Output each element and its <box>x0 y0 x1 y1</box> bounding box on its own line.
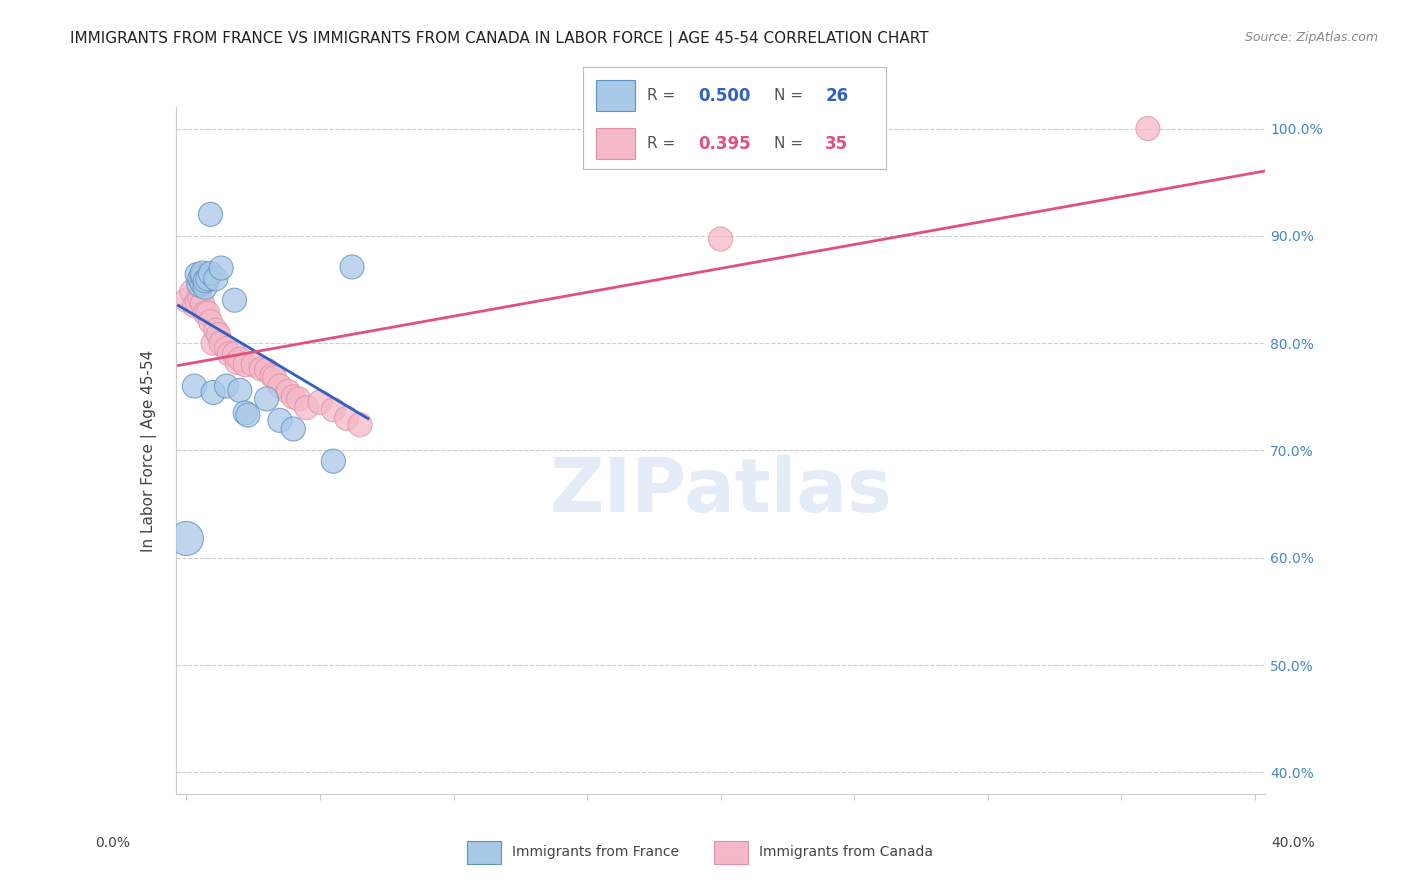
Point <box>194 306 217 320</box>
Text: R =: R = <box>647 136 675 152</box>
Point <box>269 379 291 393</box>
Point <box>295 401 318 415</box>
Text: 0.395: 0.395 <box>699 135 751 153</box>
Point <box>269 413 291 427</box>
Point <box>186 295 208 310</box>
Point <box>263 370 285 384</box>
Point <box>277 384 299 399</box>
Point <box>226 355 249 369</box>
Text: Source: ZipAtlas.com: Source: ZipAtlas.com <box>1244 31 1378 45</box>
Point <box>336 411 359 425</box>
Point <box>180 285 202 299</box>
Point <box>260 368 283 383</box>
Point <box>250 362 273 376</box>
Point <box>183 379 205 393</box>
Y-axis label: In Labor Force | Age 45-54: In Labor Force | Age 45-54 <box>141 350 157 551</box>
Text: 35: 35 <box>825 135 848 153</box>
Text: 26: 26 <box>825 87 848 104</box>
Point <box>224 347 246 361</box>
Text: Immigrants from Canada: Immigrants from Canada <box>759 845 934 859</box>
Point <box>283 390 305 404</box>
Point <box>197 271 219 285</box>
Point <box>322 454 344 468</box>
Point <box>242 358 264 372</box>
Point <box>204 323 226 337</box>
Point <box>309 395 332 409</box>
Text: R =: R = <box>647 88 675 103</box>
Point <box>194 274 217 288</box>
Text: N =: N = <box>773 136 803 152</box>
Text: 0.0%: 0.0% <box>96 836 131 850</box>
Point <box>200 207 222 221</box>
Text: N =: N = <box>773 88 803 103</box>
Point <box>176 532 198 546</box>
Point <box>233 406 256 420</box>
Text: IMMIGRANTS FROM FRANCE VS IMMIGRANTS FROM CANADA IN LABOR FORCE | AGE 45-54 CORR: IMMIGRANTS FROM FRANCE VS IMMIGRANTS FRO… <box>70 31 929 47</box>
Point <box>188 277 211 292</box>
Point <box>215 342 238 356</box>
Point <box>188 290 211 304</box>
Point <box>283 422 305 436</box>
Point <box>197 306 219 320</box>
Point <box>202 336 225 351</box>
Text: 0.500: 0.500 <box>699 87 751 104</box>
Point <box>209 260 232 275</box>
Point <box>218 347 240 361</box>
Point <box>188 271 211 285</box>
FancyBboxPatch shape <box>467 841 501 864</box>
Point <box>202 385 225 400</box>
Text: 40.0%: 40.0% <box>1271 836 1315 850</box>
Point <box>207 327 229 342</box>
Point <box>176 293 198 308</box>
Text: Immigrants from France: Immigrants from France <box>512 845 679 859</box>
Point <box>191 269 214 284</box>
Point <box>191 296 214 310</box>
Point <box>1136 121 1159 136</box>
Point <box>200 315 222 329</box>
Point <box>186 268 208 282</box>
Point <box>215 379 238 393</box>
FancyBboxPatch shape <box>714 841 748 864</box>
Point <box>233 358 256 372</box>
Point <box>183 299 205 313</box>
Point <box>229 384 252 398</box>
Point <box>224 293 246 308</box>
Point <box>322 402 344 417</box>
Point <box>256 363 278 377</box>
Point <box>256 392 278 406</box>
Point <box>287 392 309 406</box>
Point <box>200 266 222 280</box>
Point <box>229 352 252 367</box>
Point <box>191 276 214 290</box>
Point <box>340 260 363 274</box>
Point <box>209 336 232 351</box>
FancyBboxPatch shape <box>596 80 636 111</box>
Point <box>349 417 371 432</box>
Point <box>236 408 259 422</box>
Point <box>204 271 226 285</box>
Point <box>191 266 214 280</box>
Point <box>710 232 733 246</box>
FancyBboxPatch shape <box>596 128 636 159</box>
Text: ZIPatlas: ZIPatlas <box>550 455 891 528</box>
Point <box>194 280 217 294</box>
